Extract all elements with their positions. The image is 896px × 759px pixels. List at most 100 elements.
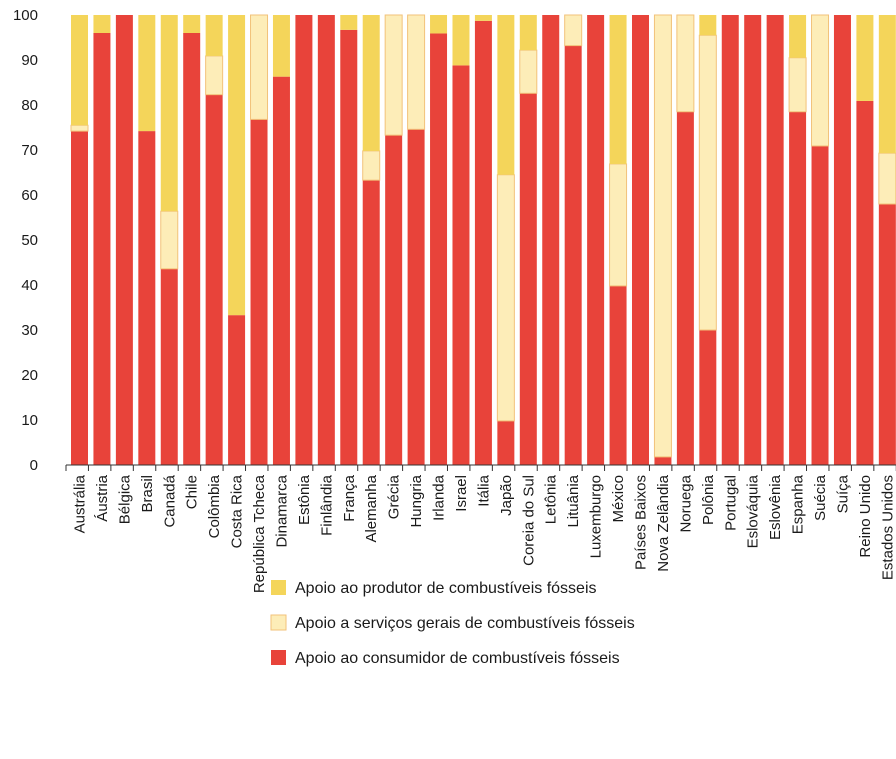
bar-consumer — [519, 93, 537, 466]
x-tick-label: Alemanha — [363, 474, 380, 542]
bar-consumer — [632, 15, 649, 465]
legend-swatch-producer — [271, 580, 286, 595]
bar-services — [496, 174, 515, 422]
bar-consumer — [474, 20, 492, 465]
bar-producer — [878, 15, 896, 154]
bar-producer — [519, 15, 537, 51]
bar-consumer — [115, 15, 133, 465]
bar-producer — [497, 15, 515, 175]
x-tick-label: Eslovênia — [767, 474, 784, 540]
x-tick-label: Nova Zelândia — [655, 474, 672, 571]
x-tick-label: Bélgica — [116, 474, 133, 524]
x-tick-label: França — [341, 474, 358, 521]
legend-swatch-services — [270, 614, 287, 631]
bar-consumer — [452, 65, 470, 466]
bar-consumer — [430, 33, 448, 465]
x-tick-label: Lituânia — [565, 474, 582, 527]
y-tick-label: 90 — [21, 52, 38, 69]
x-tick-label: Grécia — [386, 474, 403, 519]
x-tick-label: Noruega — [677, 474, 694, 532]
bar-consumer — [744, 15, 762, 465]
x-tick-label: Itália — [475, 474, 492, 506]
x-tick-label: Letônia — [543, 474, 560, 524]
bar-services — [160, 210, 179, 270]
legend: Apoio ao produtor de combustíveis fóssei… — [270, 580, 635, 667]
x-tick-label: Reino Unido — [857, 475, 874, 558]
bar-consumer — [721, 15, 739, 465]
x-tick-label: Portugal — [722, 475, 739, 531]
y-tick-label: 70 — [21, 142, 38, 159]
x-tick-label: Israel — [453, 475, 470, 512]
x-tick-label: Suécia — [812, 474, 829, 521]
x-tick-label: Suíça — [834, 474, 851, 513]
bar-consumer — [205, 94, 223, 466]
bar-services — [407, 14, 426, 130]
x-tick-label: Países Baixos — [633, 475, 650, 570]
bar-consumer — [385, 135, 403, 465]
bar-services — [609, 163, 628, 287]
bar-consumer — [833, 15, 851, 465]
bar-services — [205, 55, 224, 96]
bar-consumer — [766, 15, 784, 465]
y-tick-label: 50 — [21, 232, 38, 249]
x-tick-label: Japão — [498, 475, 515, 516]
bars — [70, 14, 896, 466]
legend-label-services: Apoio a serviços gerais de combustíveis … — [295, 615, 635, 632]
bar-producer — [228, 15, 246, 316]
x-tick-label: Dinamarca — [273, 474, 290, 547]
x-tick-label: Eslováquia — [745, 474, 762, 548]
bar-consumer — [789, 111, 807, 465]
bar-consumer — [250, 119, 268, 466]
bar-producer — [699, 15, 717, 36]
bar-consumer — [654, 456, 672, 465]
bar-producer — [856, 15, 874, 101]
x-tick-label: Luxemburgo — [588, 475, 605, 558]
x-tick-label: Finlândia — [318, 474, 335, 536]
x-tick-label: Áustria — [94, 474, 111, 521]
bar-services — [250, 14, 269, 120]
bar-producer — [474, 15, 492, 21]
x-tick-label: Costa Rica — [229, 474, 246, 548]
bar-consumer — [542, 15, 560, 465]
bar-services — [676, 14, 695, 113]
bar-producer — [138, 15, 156, 132]
bar-services — [811, 14, 830, 147]
bar-producer — [272, 15, 290, 77]
bar-producer — [452, 15, 470, 66]
bar-consumer — [317, 15, 335, 465]
y-tick-label: 10 — [21, 412, 38, 429]
bar-services — [698, 34, 717, 331]
bar-consumer — [407, 129, 425, 466]
bar-consumer — [856, 100, 874, 465]
legend-label-consumer: Apoio ao consumidor de combustíveis fóss… — [295, 650, 620, 667]
bar-consumer — [160, 268, 178, 465]
x-tick-label: Hungria — [408, 474, 425, 527]
bar-consumer — [272, 76, 290, 466]
bar-producer — [789, 15, 807, 58]
bar-producer — [362, 15, 380, 151]
x-tick-label: República Tcheca — [251, 474, 268, 593]
bar-producer — [160, 15, 178, 212]
y-tick-label: 0 — [30, 457, 38, 474]
y-tick-label: 40 — [21, 277, 38, 294]
bar-services — [70, 124, 89, 132]
bar-consumer — [587, 15, 605, 465]
x-tick-label: Estados Unidos — [879, 475, 896, 580]
bar-consumer — [564, 45, 582, 465]
y-tick-label: 80 — [21, 97, 38, 114]
bar-consumer — [676, 111, 694, 465]
bar-services — [878, 152, 896, 205]
x-axis: Austrália Áustria Bélgica Brasil Canadá Chile… — [65, 465, 896, 593]
x-tick-label: Brasil — [139, 475, 156, 513]
y-tick-label: 20 — [21, 367, 38, 384]
x-tick-label: Irlanda — [431, 474, 448, 521]
bar-services — [653, 14, 672, 458]
bar-services — [362, 150, 381, 181]
bar-services — [519, 49, 538, 94]
x-tick-label: Chile — [184, 475, 201, 509]
bar-consumer — [497, 420, 515, 465]
bar-producer — [430, 15, 448, 34]
bar-consumer — [295, 15, 313, 465]
legend-label-producer: Apoio ao produtor de combustíveis fóssei… — [295, 580, 597, 597]
